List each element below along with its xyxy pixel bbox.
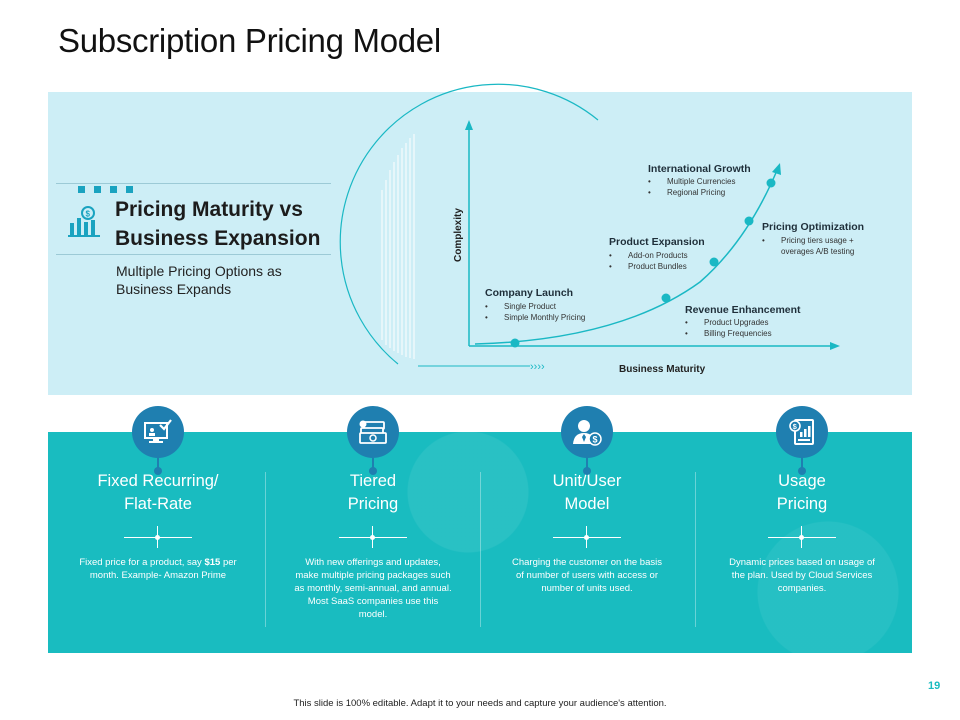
svg-text:•: •: [485, 302, 488, 311]
svg-text:•: •: [762, 236, 765, 245]
svg-text:•: •: [485, 313, 488, 322]
model-name: Unit/User Model: [552, 472, 622, 513]
model-divider: [768, 526, 836, 548]
y-axis-arrowhead: [465, 120, 473, 130]
svg-text:•: •: [685, 318, 688, 327]
model-name: Tiered Pricing: [347, 472, 399, 513]
user-dollar-icon: $: [561, 406, 613, 458]
decorative-arc: [339, 83, 599, 365]
footer-note: This slide is 100% editable. Adapt it to…: [293, 698, 667, 709]
stage-point-optimization: [744, 216, 754, 226]
model-divider: [339, 526, 407, 548]
stage-title-optimization: Pricing Optimization: [762, 221, 864, 233]
page-number: 19: [928, 680, 941, 692]
slide-title: Subscription Pricing Model: [58, 22, 441, 59]
model-description: With new offerings and updates, make mul…: [294, 557, 452, 620]
svg-text:$: $: [86, 210, 91, 219]
maturity-subtitle: Multiple Pricing Options as Business Exp…: [116, 263, 282, 297]
model-divider: [553, 526, 621, 548]
stage-bullet: Product Bundles: [628, 262, 687, 271]
monitor-checklist-icon: [132, 406, 184, 458]
pricing-models-panel: [48, 432, 912, 653]
stage-bullet: Multiple Currencies: [667, 177, 735, 186]
model-card-tiered: Tiered Pricing With new offerings and up…: [266, 406, 480, 621]
column-divider: [695, 472, 696, 627]
model-description: Fixed price for a product, say $15 per m…: [79, 557, 237, 581]
stage-title-expansion: Product Expansion: [609, 236, 705, 248]
model-card-unit-user: $ Unit/User Model Charging the customer …: [480, 406, 694, 595]
model-description: Charging the customer on the basis of nu…: [512, 557, 662, 594]
svg-text:•: •: [648, 188, 651, 197]
column-divider: [480, 472, 481, 627]
decorative-dots: [78, 180, 142, 198]
stage-bullet: Single Product: [504, 302, 557, 311]
stage-bullet: Pricing tiers usage +: [781, 236, 854, 245]
stage-title-international: International Growth: [648, 163, 751, 175]
stage-bullet: Product Upgrades: [704, 318, 768, 327]
stage-bullet: Add-on Products: [628, 251, 688, 260]
stage-point-expansion: [709, 257, 719, 267]
x-axis-label: Business Maturity: [619, 364, 706, 375]
curve-arrowhead: [772, 163, 781, 175]
invoice-chart-icon: $: [776, 406, 828, 458]
decorative-hatching: [381, 134, 415, 359]
money-cards-icon: [347, 406, 399, 458]
svg-text:•: •: [648, 177, 651, 186]
model-description: Dynamic prices based on usage of the pla…: [729, 557, 875, 594]
model-name: Usage Pricing: [776, 472, 828, 513]
stage-bullet: Regional Pricing: [667, 188, 725, 197]
svg-text:$: $: [793, 422, 798, 431]
stage-point-launch: [510, 338, 520, 348]
model-card-usage: $ Usage Pricing Dynamic prices based on …: [695, 406, 909, 595]
svg-text:$: $: [593, 435, 598, 445]
svg-text:•: •: [609, 262, 612, 271]
maturity-heading: Pricing Maturity vs Business Expansion: [115, 198, 321, 250]
y-axis-label: Complexity: [453, 208, 464, 262]
chevron-arrow-icon: ››››: [530, 361, 545, 373]
bar-chart-dollar-icon: $: [68, 205, 102, 242]
heading-frame: [56, 183, 331, 255]
svg-text:•: •: [685, 329, 688, 338]
model-name: Fixed Recurring/ Flat-Rate: [97, 472, 219, 513]
model-divider: [124, 526, 192, 548]
column-divider: [265, 472, 266, 627]
model-card-fixed-recurring: Fixed Recurring/ Flat-Rate Fixed price f…: [51, 406, 265, 582]
x-axis-arrowhead: [830, 342, 840, 350]
maturity-diagram: ›››› Complexity Business Maturity Compan…: [339, 83, 864, 375]
svg-text:•: •: [609, 251, 612, 260]
growth-curve: [474, 167, 779, 345]
stage-bullet: Billing Frequencies: [704, 329, 772, 338]
stage-point-international: [766, 178, 776, 188]
stage-bullet: Simple Monthly Pricing: [504, 313, 585, 322]
stage-title-revenue: Revenue Enhancement: [685, 304, 801, 316]
stage-title-launch: Company Launch: [485, 287, 573, 299]
stage-bullet: overages A/B testing: [781, 247, 854, 256]
stage-point-revenue: [661, 293, 671, 303]
